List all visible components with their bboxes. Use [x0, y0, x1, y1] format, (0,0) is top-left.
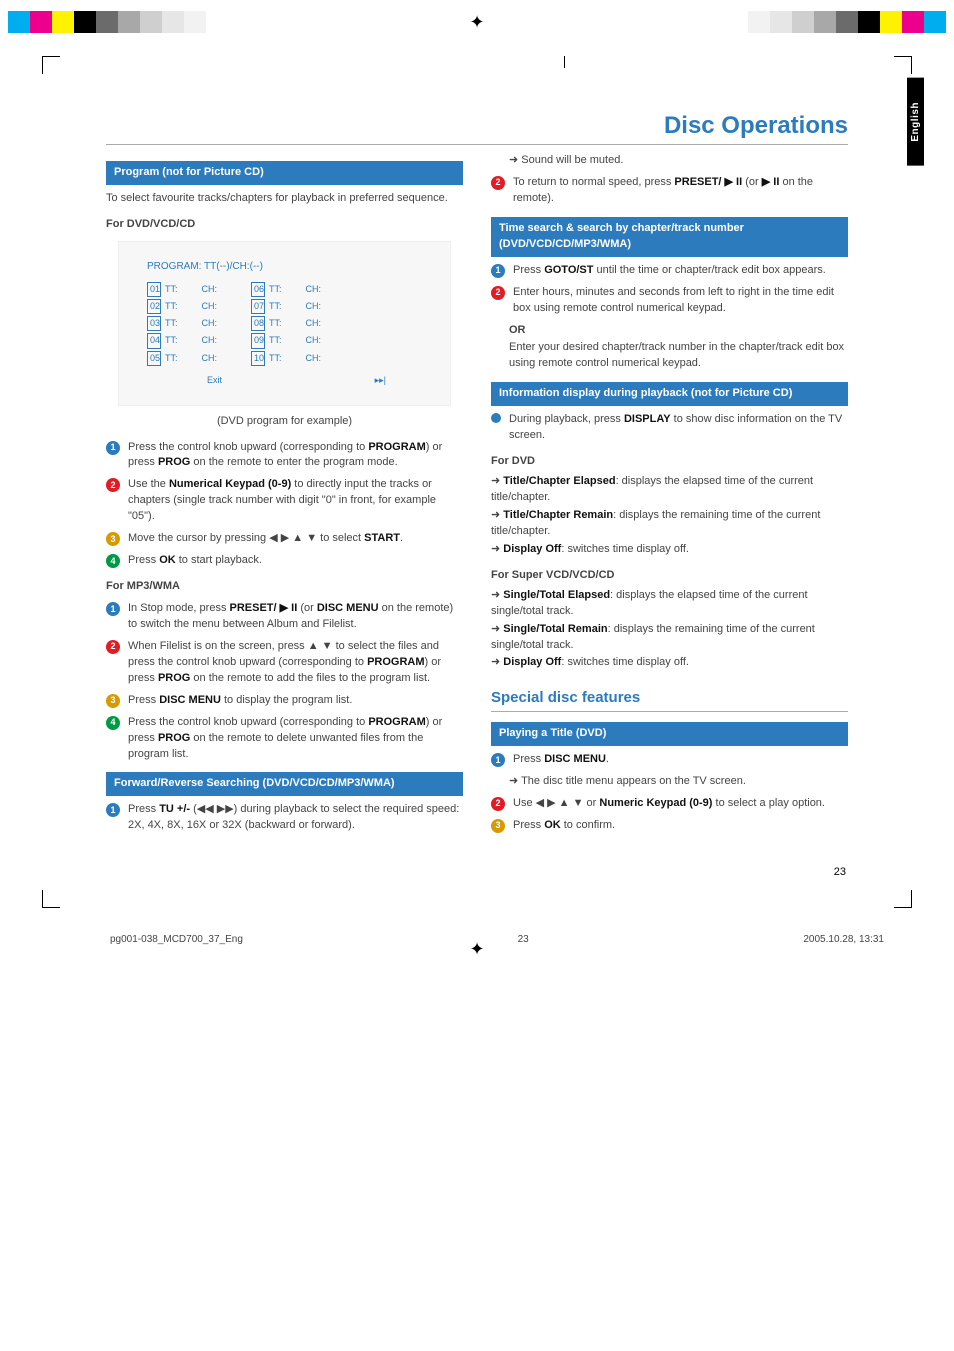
footer-page: 23: [518, 934, 529, 945]
step-badge-1: 1: [106, 441, 120, 455]
step-text: In Stop mode, press PRESET/ ▶ II (or DIS…: [128, 601, 463, 633]
figure-caption: (DVD program for example): [106, 414, 463, 430]
figure-next-icon: ▸▸|: [375, 374, 386, 387]
section-header-program: Program (not for Picture CD): [106, 161, 463, 185]
step-text: During playback, press DISPLAY to show d…: [509, 412, 848, 444]
section-header-time-search: Time search & search by chapter/track nu…: [491, 217, 848, 257]
color-strip-left: [8, 11, 206, 33]
section-title-special: Special disc features: [491, 687, 848, 712]
step-text: Use the Numerical Keypad (0-9) to direct…: [128, 477, 463, 525]
step-badge-2: 2: [491, 797, 505, 811]
step-text: Press the control knob upward (correspon…: [128, 440, 463, 472]
step-text: To return to normal speed, press PRESET/…: [513, 175, 848, 207]
content-area: Disc Operations Program (not for Picture…: [42, 56, 912, 908]
color-strip-right: [748, 11, 946, 33]
arrow-line: ➜ Title/Chapter Remain: displays the rem…: [491, 508, 848, 540]
arrow-line: ➜ Display Off: switches time display off…: [491, 655, 848, 671]
step-badge-1: 1: [491, 753, 505, 767]
step-text: Use ◀ ▶ ▲ ▼ or Numeric Keypad (0-9) to s…: [513, 796, 848, 812]
step-text: Enter hours, minutes and seconds from le…: [513, 285, 848, 317]
registration-mark-top: ✦: [466, 11, 488, 33]
figure-title: PROGRAM: TT(--)/CH:(--): [147, 260, 422, 275]
arrow-line: ➜ Sound will be muted.: [509, 153, 848, 169]
or-label: OR: [509, 323, 848, 339]
right-column: ➜ Sound will be muted. 2 To return to nor…: [491, 151, 848, 840]
para: Enter your desired chapter/track number …: [509, 340, 848, 372]
step-badge-4: 4: [106, 716, 120, 730]
step-badge-4: 4: [106, 554, 120, 568]
step-badge-3: 3: [106, 532, 120, 546]
program-figure: PROGRAM: TT(--)/CH:(--) 01TT:CH:02TT:CH:…: [118, 241, 451, 406]
bullet-icon: [491, 413, 501, 423]
step-badge-3: 3: [491, 819, 505, 833]
step-text: Press the control knob upward (correspon…: [128, 715, 463, 763]
figure-footer: Exit ▸▸|: [147, 374, 422, 387]
footer-timestamp: 2005.10.28, 13:31: [803, 934, 884, 945]
figure-grid: 01TT:CH:02TT:CH:03TT:CH:04TT:CH:05TT:CH:…: [147, 280, 422, 367]
page-title: Disc Operations: [106, 112, 848, 145]
section-header-play-title: Playing a Title (DVD): [491, 722, 848, 746]
page-number: 23: [106, 866, 848, 878]
step-text: Press DISC MENU.: [513, 752, 848, 768]
subhead: For DVD/VCD/CD: [106, 217, 463, 233]
step-text: Move the cursor by pressing ◀ ▶ ▲ ▼ to s…: [128, 531, 463, 547]
step-text: Press DISC MENU to display the program l…: [128, 693, 463, 709]
calibration-bar: ✦: [0, 0, 954, 44]
subhead: For DVD: [491, 454, 848, 470]
crop-frame: Disc Operations Program (not for Picture…: [42, 56, 912, 908]
step-badge-3: 3: [106, 694, 120, 708]
subhead: For Super VCD/VCD/CD: [491, 568, 848, 584]
step-badge-2: 2: [491, 286, 505, 300]
step-text: Press OK to start playback.: [128, 553, 463, 569]
arrow-line: ➜ Single/Total Remain: displays the rema…: [491, 622, 848, 654]
left-column: Program (not for Picture CD) To select f…: [106, 151, 463, 840]
section-header-forward-reverse: Forward/Reverse Searching (DVD/VCD/CD/MP…: [106, 772, 463, 796]
step-text: Press GOTO/ST until the time or chapter/…: [513, 263, 848, 279]
para: To select favourite tracks/chapters for …: [106, 191, 463, 207]
figure-exit: Exit: [207, 374, 222, 387]
columns: Program (not for Picture CD) To select f…: [106, 151, 848, 840]
step-badge-1: 1: [106, 602, 120, 616]
step-badge-2: 2: [491, 176, 505, 190]
arrow-line: ➜ Display Off: switches time display off…: [491, 542, 848, 558]
arrow-line: ➜ The disc title menu appears on the TV …: [509, 774, 848, 790]
step-badge-2: 2: [106, 640, 120, 654]
step-text: Press TU +/- (◀◀ ▶▶) during playback to …: [128, 802, 463, 834]
step-badge-2: 2: [106, 478, 120, 492]
step-badge-1: 1: [106, 803, 120, 817]
arrow-line: ➜ Title/Chapter Elapsed: displays the el…: [491, 474, 848, 506]
subhead: For MP3/WMA: [106, 579, 463, 595]
arrow-line: ➜ Single/Total Elapsed: displays the ela…: [491, 588, 848, 620]
footer-filename: pg001-038_MCD700_37_Eng: [110, 934, 243, 945]
section-header-info-display: Information display during playback (not…: [491, 382, 848, 406]
step-text: Press OK to confirm.: [513, 818, 848, 834]
step-text: When Filelist is on the screen, press ▲ …: [128, 639, 463, 687]
step-badge-1: 1: [491, 264, 505, 278]
